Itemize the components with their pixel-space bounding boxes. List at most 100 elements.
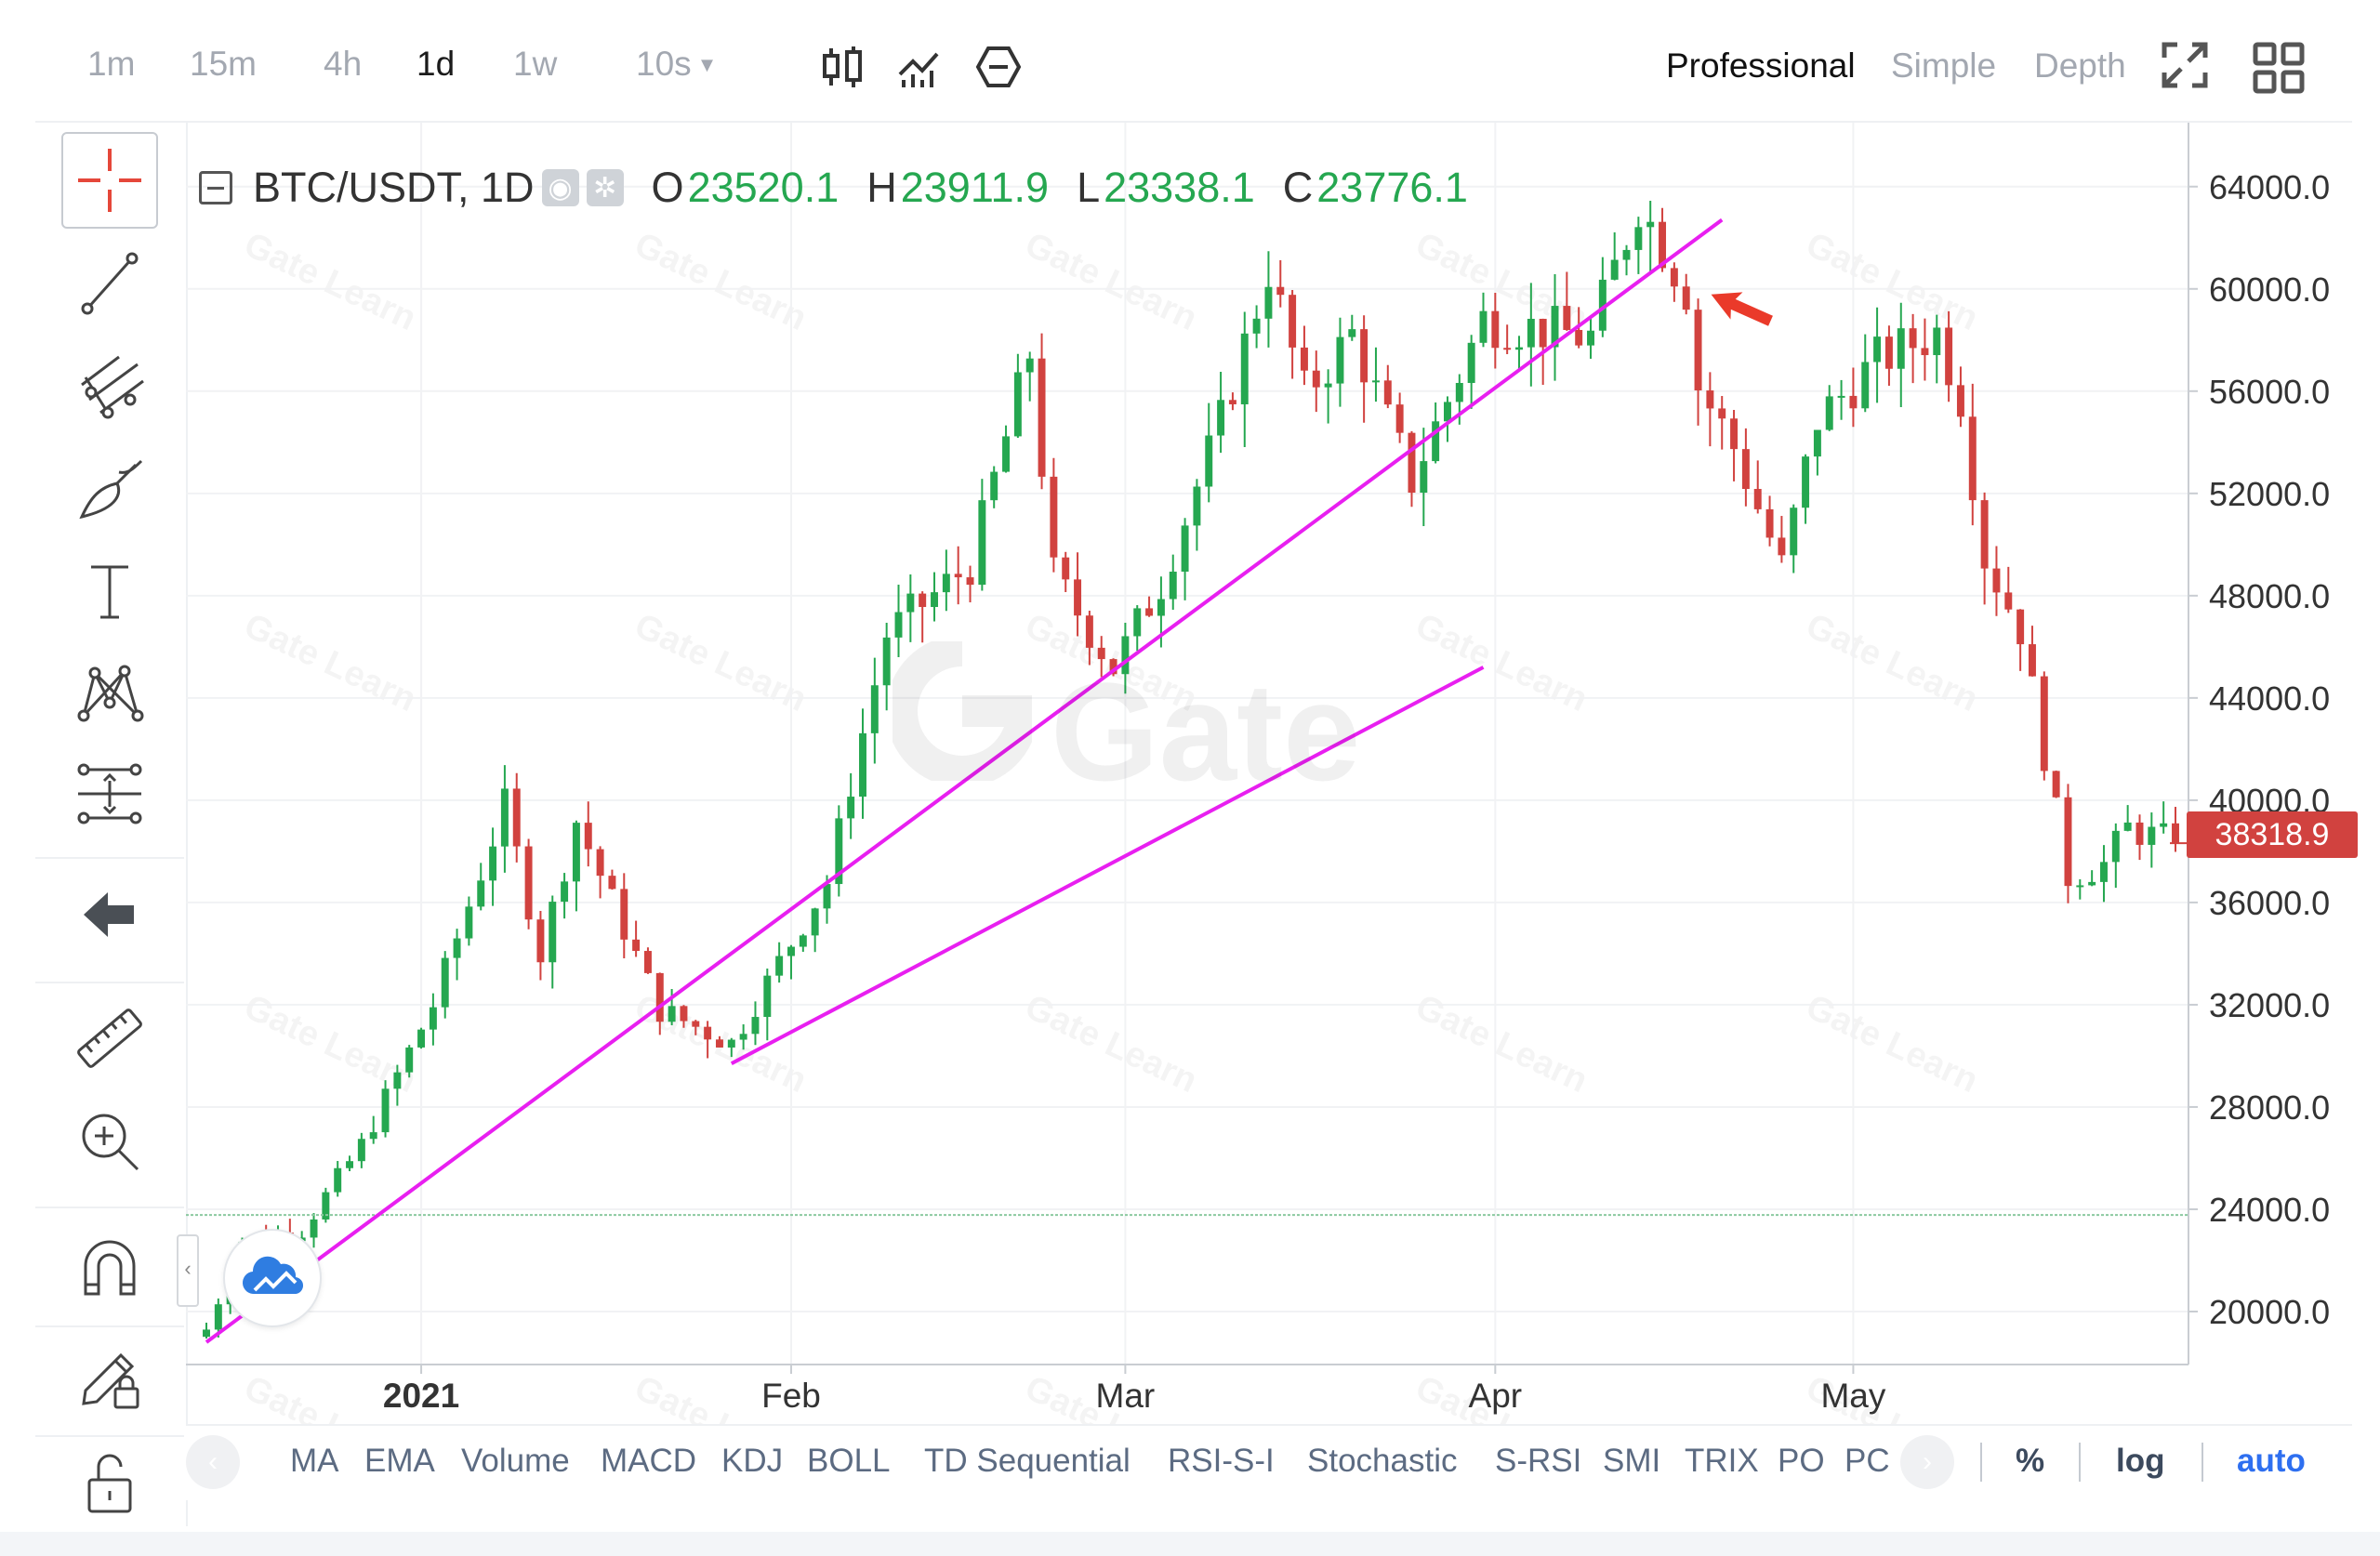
back-arrow-icon[interactable]: [63, 868, 156, 961]
price-chart[interactable]: Gate Learn Gate Learn Gate Learn Gate Learn…: [186, 123, 2361, 1424]
indicator-smi[interactable]: SMI: [1603, 1443, 1661, 1479]
indicator-ma[interactable]: MA: [290, 1443, 339, 1479]
candle-body: [906, 593, 915, 613]
mode-professional[interactable]: Professional: [1666, 46, 1856, 85]
candle-body: [1217, 400, 1225, 436]
text-icon[interactable]: [63, 543, 156, 636]
ruler-icon[interactable]: [63, 991, 156, 1084]
candle-body: [1945, 327, 1953, 386]
indicator-po[interactable]: PO: [1778, 1443, 1825, 1479]
scroll-right-icon[interactable]: ›: [1900, 1435, 1954, 1489]
candle-body: [489, 846, 497, 881]
candle-body: [1849, 395, 1858, 409]
candle-body: [2123, 822, 2132, 831]
candle-body: [596, 849, 604, 877]
scale-percent[interactable]: %: [2016, 1443, 2045, 1479]
timeframe-4h[interactable]: 4h: [324, 45, 363, 83]
timeframe-15m[interactable]: 15m: [190, 45, 257, 83]
candle-body: [1240, 333, 1249, 404]
candle-body: [655, 972, 664, 1022]
candle-body: [2100, 862, 2108, 882]
indicator-td-sequential[interactable]: TD Sequential: [924, 1443, 1130, 1479]
lock-drawing-icon[interactable]: [63, 1331, 156, 1424]
settings-hexagon-icon[interactable]: [974, 43, 1023, 91]
unlock-icon[interactable]: [63, 1433, 156, 1526]
indicator-volume[interactable]: Volume: [461, 1443, 570, 1479]
indicator-pc[interactable]: PC: [1844, 1443, 1890, 1479]
candle-body: [1563, 306, 1571, 330]
candle-body: [1062, 557, 1070, 580]
mode-simple[interactable]: Simple: [1891, 46, 1997, 85]
toolbar-divider: [35, 1207, 184, 1208]
y-tick-label: 64000.0: [2209, 168, 2330, 206]
crosshair-icon[interactable]: [61, 132, 158, 229]
candle-body: [954, 574, 962, 578]
candle-body: [441, 957, 449, 1008]
candle-body: [2052, 771, 2060, 798]
candle-body: [1336, 336, 1344, 384]
candle-body: [978, 500, 986, 586]
indicator-ema[interactable]: EMA: [364, 1443, 435, 1479]
brush-icon[interactable]: [63, 441, 156, 534]
layout-grid-icon[interactable]: [2252, 41, 2306, 95]
y-tick-label: 48000.0: [2209, 577, 2330, 615]
indicator-stochastic[interactable]: Stochastic: [1307, 1443, 1458, 1479]
red-arrow-icon: [1711, 292, 1773, 326]
gear-icon[interactable]: ✲: [586, 169, 624, 206]
page-bottom-strip: [0, 1532, 2380, 1556]
timeframe-1w[interactable]: 1w: [513, 45, 558, 83]
collapse-legend-icon[interactable]: [199, 171, 232, 204]
toolbar-divider: [35, 857, 184, 859]
fullscreen-icon[interactable]: [2161, 41, 2209, 89]
candle-body: [811, 908, 819, 936]
pattern-icon[interactable]: [63, 645, 156, 738]
open-label: O: [651, 164, 684, 211]
toolbar-divider: [35, 1435, 184, 1437]
scroll-left-icon[interactable]: ‹: [186, 1435, 240, 1489]
watermark-text: Gate Learn: [1409, 606, 1593, 719]
visibility-icon[interactable]: ◉: [541, 169, 579, 206]
indicator-boll[interactable]: BOLL: [807, 1443, 891, 1479]
indicator-bar: ‹ MA EMA Volume MACD KDJ BOLL TD Sequent…: [186, 1424, 2352, 1500]
collapse-sidebar-tab[interactable]: ‹: [177, 1234, 199, 1307]
candle-body: [1992, 568, 2001, 593]
candlestick-chart-icon[interactable]: [818, 43, 866, 91]
candle-body: [1741, 449, 1750, 490]
candle-body: [357, 1139, 365, 1162]
zoom-in-icon[interactable]: [63, 1093, 156, 1186]
fib-retracement-icon[interactable]: [63, 747, 156, 840]
cloud-save-button[interactable]: [223, 1229, 322, 1327]
timeframe-10s-dropdown[interactable]: 10s ▼: [636, 46, 717, 81]
indicator-trix[interactable]: TRIX: [1685, 1443, 1759, 1479]
candle-body: [942, 574, 950, 593]
candle-body: [369, 1132, 377, 1140]
pitchfork-icon[interactable]: [63, 338, 156, 431]
indicator-kdj[interactable]: KDJ: [721, 1443, 784, 1479]
candle-body: [692, 1021, 700, 1027]
y-tick-label: 28000.0: [2209, 1088, 2330, 1127]
watermark-text: Gate Learn: [628, 606, 813, 719]
timeframe-1d[interactable]: 1d: [416, 45, 456, 83]
magnet-icon[interactable]: [63, 1220, 156, 1312]
timeframe-1m[interactable]: 1m: [87, 45, 136, 83]
candle-body: [1383, 380, 1392, 405]
scale-log[interactable]: log: [2116, 1443, 2165, 1479]
candle-body: [429, 1007, 437, 1030]
trend-line-icon[interactable]: [63, 236, 156, 329]
high-value: 23911.9: [900, 164, 1050, 211]
mode-depth[interactable]: Depth: [2034, 46, 2126, 85]
y-tick-label: 20000.0: [2209, 1293, 2330, 1331]
candle-body: [751, 1017, 760, 1035]
candle-body: [608, 876, 616, 890]
candle-body: [1539, 318, 1547, 348]
scale-auto[interactable]: auto: [2237, 1443, 2306, 1479]
indicator-macd[interactable]: MACD: [601, 1443, 697, 1479]
line-chart-icon[interactable]: [896, 43, 945, 91]
candle-body: [739, 1034, 747, 1040]
indicator-s-rsi[interactable]: S-RSI: [1495, 1443, 1582, 1479]
candle-body: [1109, 659, 1117, 675]
candle-body: [536, 919, 545, 963]
candle-body: [453, 938, 461, 958]
candle-body: [1085, 615, 1093, 648]
indicator-rsi-s-i[interactable]: RSI-S-I: [1168, 1443, 1275, 1479]
